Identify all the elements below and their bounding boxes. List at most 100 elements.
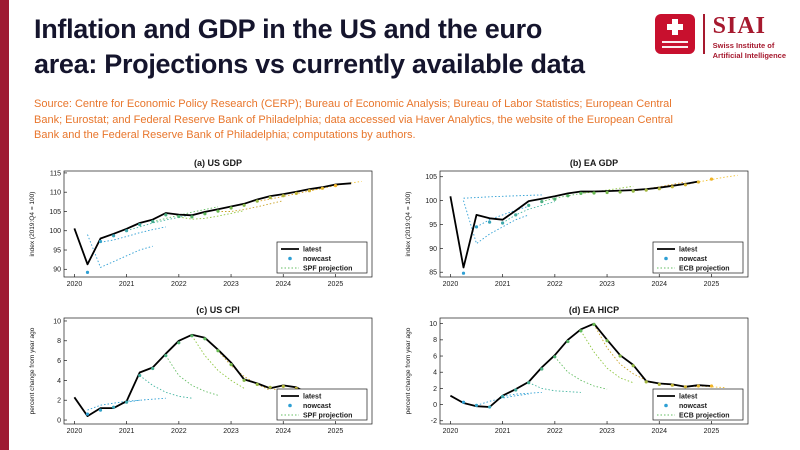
x-tick-label: 2022: [171, 281, 187, 288]
projection-line: [217, 350, 271, 391]
legend-label: nowcast: [303, 256, 332, 263]
nowcast-marker: [579, 329, 583, 333]
y-tick-label: -2: [431, 418, 437, 425]
y-tick-label: 6: [433, 353, 437, 360]
nowcast-marker: [98, 408, 103, 412]
legend-label: latest: [679, 247, 698, 254]
nowcast-marker: [579, 191, 583, 195]
x-tick-label: 2025: [328, 281, 344, 288]
nowcast-marker: [151, 219, 155, 224]
charts-grid: 2020 2021 2022 2023 2024 2025 90 95 100 105 110 115…: [26, 155, 776, 442]
siai-logo: SIAI Swiss Institute of Artificial Intel…: [654, 13, 786, 61]
nowcast-marker: [670, 383, 674, 387]
nowcast-marker: [540, 367, 544, 371]
projection-line: [87, 234, 153, 269]
projection-line: [152, 206, 219, 223]
y-tick-label: 90: [429, 246, 437, 253]
y-tick-label: 85: [429, 270, 437, 277]
nowcast-marker: [268, 385, 272, 389]
nowcast-marker: [683, 183, 687, 187]
nowcast-marker: [242, 203, 246, 207]
nowcast-marker: [657, 382, 661, 386]
source-note: Source: Centre for Economic Policy Resea…: [34, 98, 673, 142]
y-tick-label: 100: [49, 228, 61, 235]
legend-label: nowcast: [679, 403, 708, 410]
nowcast-marker: [514, 388, 518, 392]
nowcast-marker: [203, 337, 207, 341]
nowcast-marker: [474, 225, 479, 229]
y-tick-label: 110: [50, 190, 61, 197]
legend-label: nowcast: [679, 256, 708, 263]
legend-label: latest: [303, 247, 322, 254]
nowcast-marker: [553, 197, 557, 201]
nowcast-marker: [501, 394, 505, 399]
nowcast-marker: [138, 373, 142, 378]
y-tick-label: 105: [49, 209, 61, 216]
x-tick-label: 2021: [119, 428, 135, 435]
y-tick-label: 95: [429, 222, 437, 229]
nowcast-marker: [474, 403, 479, 407]
chart-title: (a) US GDP: [194, 158, 242, 168]
chart-title: (b) EA GDP: [570, 158, 618, 168]
y-tick-label: 10: [53, 318, 61, 325]
projection-line: [463, 194, 542, 199]
legend-label: SPF projection: [303, 266, 352, 273]
nowcast-marker: [307, 189, 311, 193]
projection-line: [100, 226, 166, 243]
x-tick-label: 2023: [599, 281, 615, 288]
x-tick-label: 2025: [704, 428, 720, 435]
legend-label: latest: [303, 394, 322, 401]
nowcast-marker: [683, 385, 687, 389]
y-axis-label: index (2019:Q4 = 100): [405, 192, 412, 257]
nowcast-marker: [125, 400, 129, 404]
x-tick-label: 2024: [275, 428, 291, 435]
x-tick-label: 2024: [651, 428, 667, 435]
nowcast-marker: [618, 354, 622, 358]
nowcast-marker: [164, 354, 168, 358]
left-accent-bar: [0, 0, 9, 450]
nowcast-marker: [709, 384, 714, 388]
nowcast-marker: [85, 270, 90, 274]
latest-line: [73, 182, 352, 266]
x-tick-label: 2021: [119, 281, 135, 288]
y-tick-label: 100: [425, 198, 437, 205]
logo-name: SIAI: [712, 13, 766, 39]
nowcast-marker: [333, 184, 338, 188]
chart-title: (c) US CPI: [196, 305, 240, 315]
x-tick-label: 2020: [67, 281, 83, 288]
nowcast-marker: [281, 194, 285, 198]
nowcast-marker: [229, 206, 233, 210]
nowcast-marker: [605, 190, 609, 195]
nowcast-marker: [696, 180, 700, 184]
nowcast-marker: [85, 412, 90, 416]
projection-line: [178, 210, 245, 220]
nowcast-marker: [268, 196, 272, 200]
x-tick-label: 2021: [495, 281, 511, 288]
nowcast-marker: [190, 215, 194, 219]
projection-line: [593, 324, 647, 381]
title-line-1: Inflation and GDP in the US and the euro: [34, 14, 543, 44]
x-tick-label: 2023: [599, 428, 615, 435]
y-tick-label: 0: [433, 402, 437, 409]
title-line-2: area: Projections vs currently available…: [34, 48, 585, 79]
emblem-text-line: [661, 41, 688, 43]
chart-title: (d) EA HICP: [569, 305, 619, 315]
x-tick-label: 2023: [223, 428, 239, 435]
nowcast-marker: [164, 213, 168, 217]
nowcast-marker: [709, 177, 714, 181]
nowcast-marker: [566, 194, 570, 198]
x-tick-label: 2025: [704, 281, 720, 288]
nowcast-marker: [553, 355, 557, 359]
projection-line: [580, 330, 634, 384]
nowcast-marker: [618, 190, 622, 194]
nowcast-marker: [229, 363, 233, 367]
nowcast-marker: [461, 271, 466, 275]
chart-us-gdp: 2020 2021 2022 2023 2024 2025 90 95 100 105 110 115…: [29, 158, 373, 288]
nowcast-marker: [216, 209, 220, 213]
projection-line: [476, 205, 529, 228]
latest-line: [449, 322, 712, 408]
nowcast-marker: [592, 191, 596, 195]
x-tick-label: 2020: [443, 281, 459, 288]
logo-subtitle-line-1: Swiss Institute of: [712, 41, 775, 50]
emblem-text-line: [661, 46, 688, 48]
